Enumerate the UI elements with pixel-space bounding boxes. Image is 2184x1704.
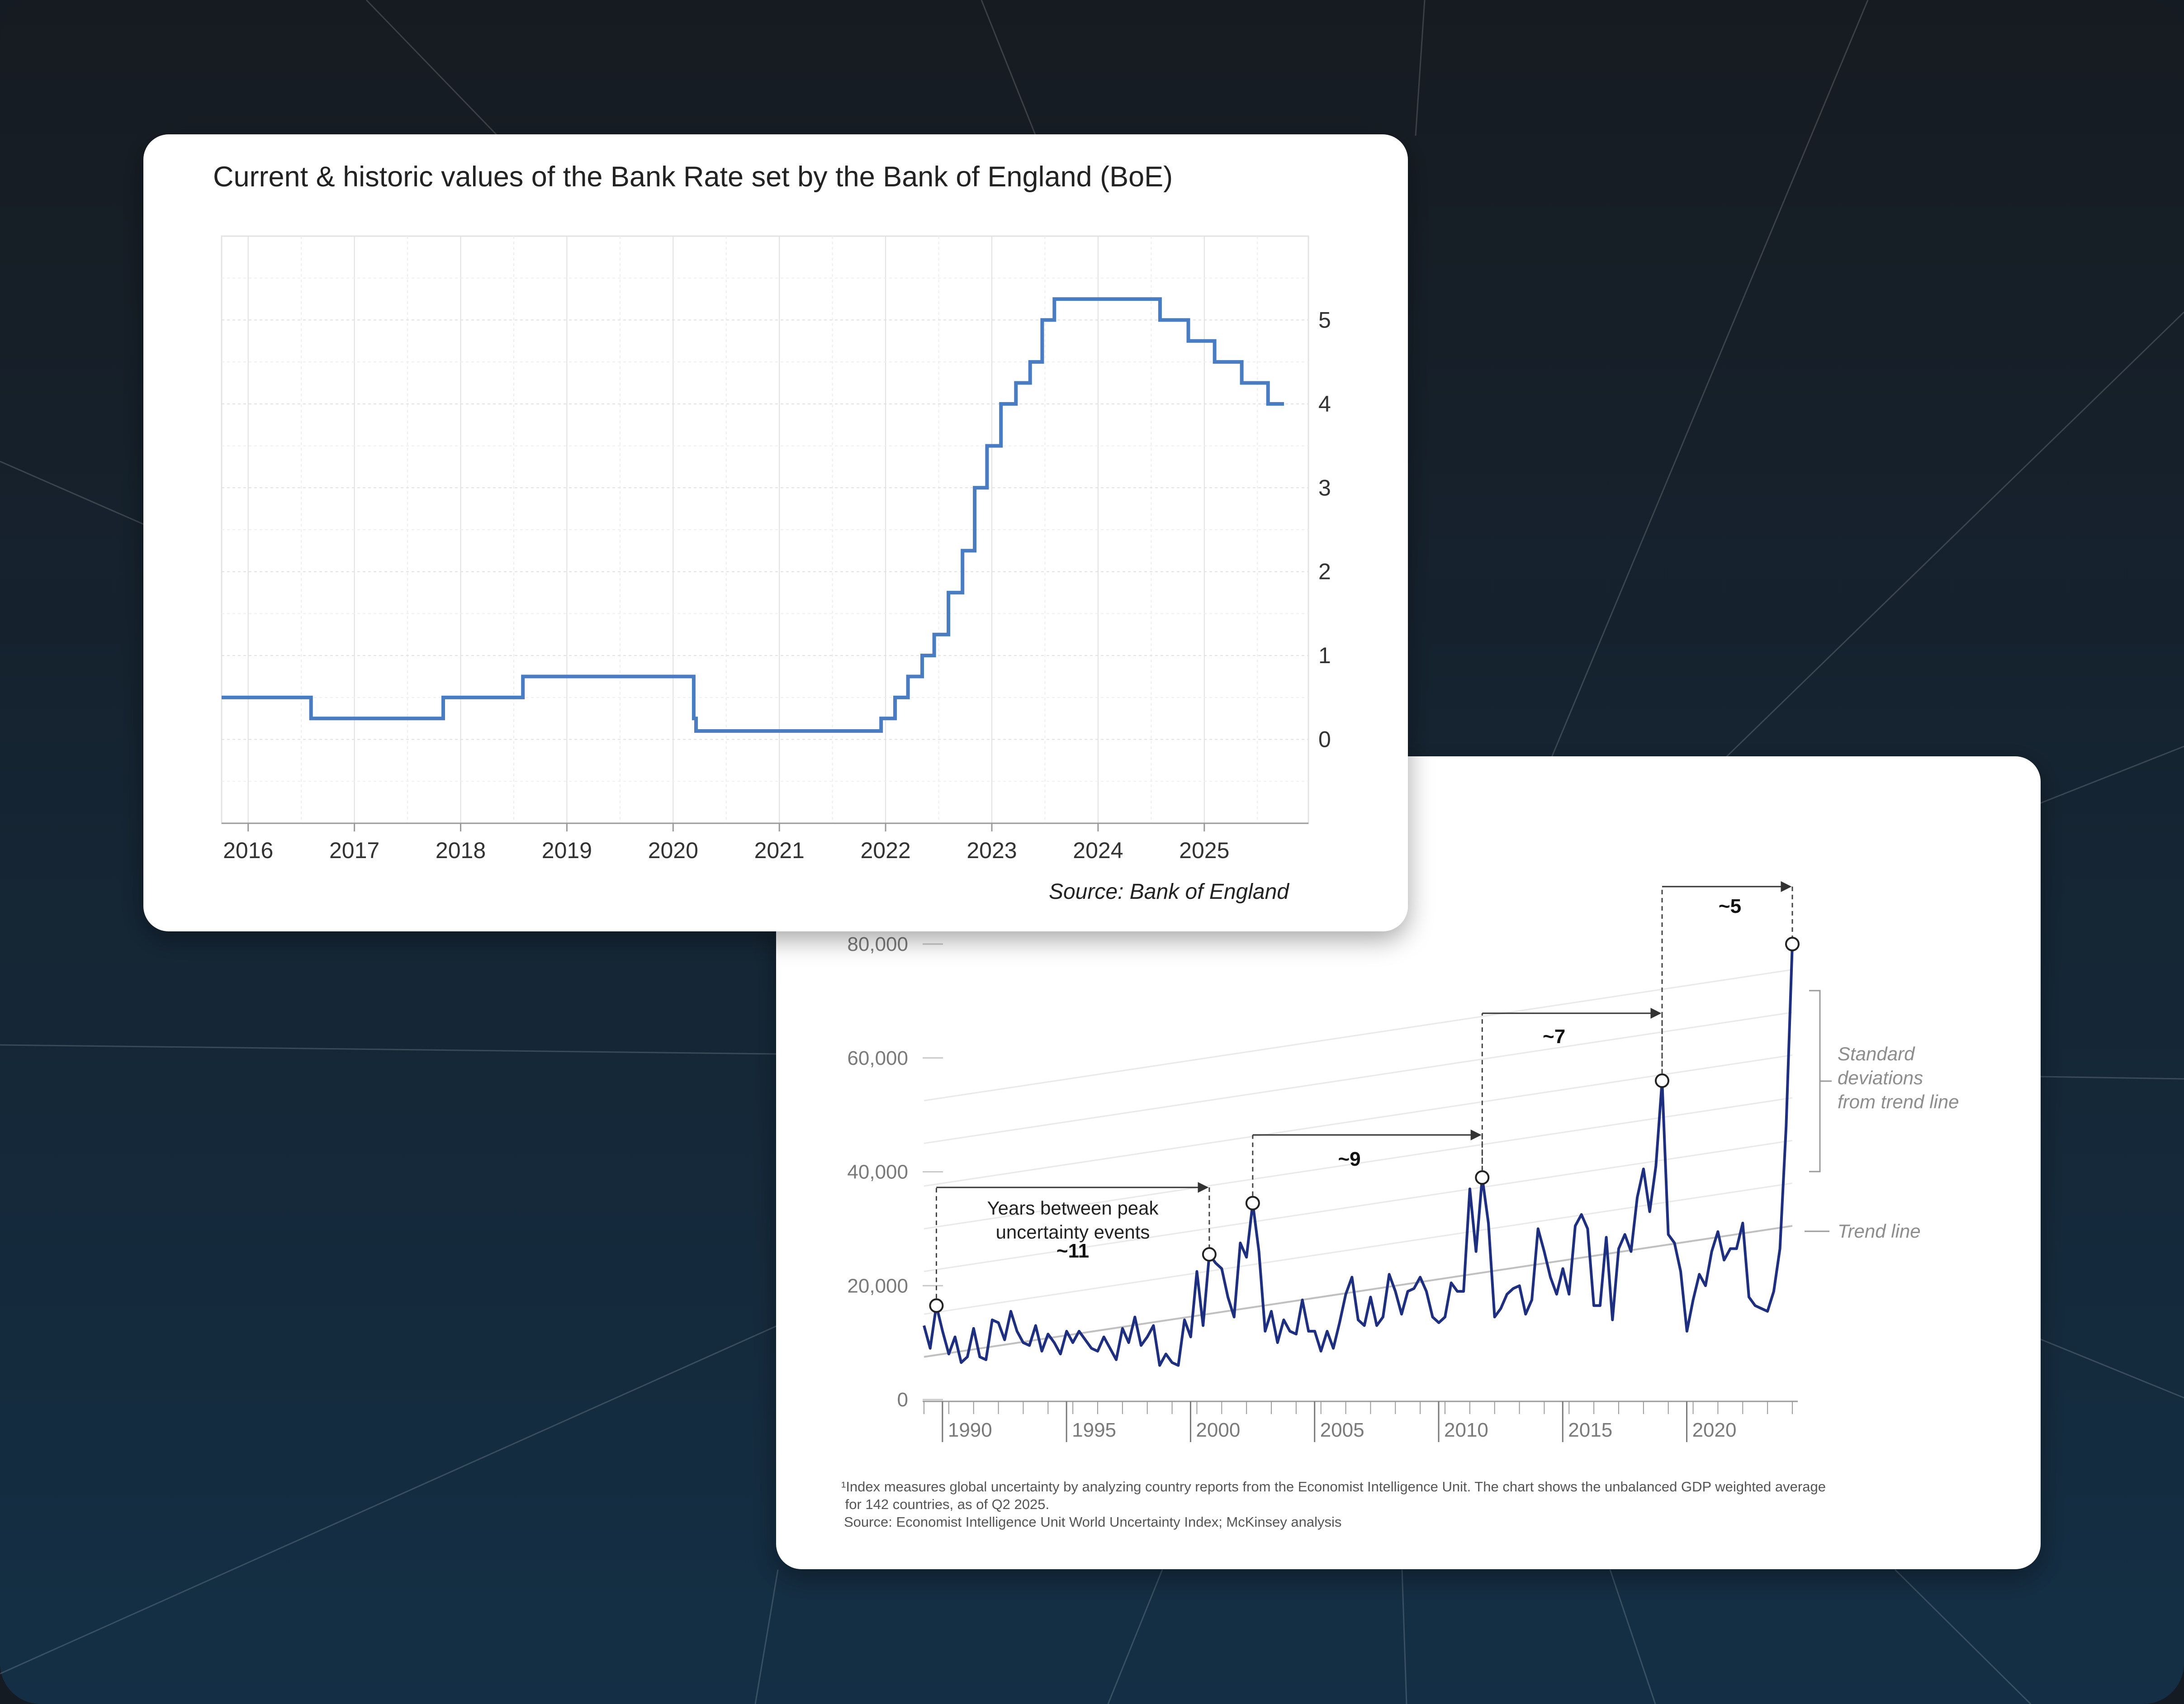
boe-y-tick-label: 3 <box>1318 475 1331 500</box>
boe-x-tick-label: 2017 <box>329 838 379 863</box>
annotation-years-line-2: uncertainty events <box>996 1221 1150 1243</box>
peak-gap-label: ~5 <box>1719 895 1741 917</box>
wui-x-tick-label: 1990 <box>948 1419 992 1441</box>
boe-bank-rate-line <box>222 297 1284 733</box>
boe-x-tick-label: 2019 <box>542 838 592 863</box>
boe-chart-title: Current & historic values of the Bank Ra… <box>213 161 1173 193</box>
boe-y-tick-label: 2 <box>1318 559 1331 584</box>
wui-peak-markers <box>929 937 1800 1313</box>
boe-x-tick-label: 2018 <box>436 838 486 863</box>
footnote-line-2: for 142 countries, as of Q2 2025. <box>841 1496 1049 1512</box>
wui-card-panel <box>776 756 2041 1569</box>
boe-y-ticks: 0 1 2 3 4 5 <box>1318 307 1331 752</box>
wui-series-line <box>923 944 1794 1367</box>
boe-source: Source: Bank of England <box>1049 880 1289 904</box>
boe-x-ticks: 2016 2017 2018 2019 2020 2021 2022 2023 2024 2025 <box>223 823 1229 863</box>
wui-card: 0 20,000 40,000 60,000 80,000 1990 1995 2000 200… <box>776 756 2041 1569</box>
wui-x-tick-label: 2020 <box>1692 1419 1737 1441</box>
wui-annotation-std-dev: Standard deviations from trend line <box>1838 1043 1959 1112</box>
std-dev-bracket <box>1809 990 1832 1172</box>
annotation-years-line-1: Years between peak <box>987 1197 1159 1219</box>
wui-y-tick-label: 0 <box>897 1389 908 1411</box>
std-dev-band-line <box>924 1139 1793 1272</box>
peak-marker <box>929 1298 944 1313</box>
std-dev-band-line <box>924 1011 1793 1144</box>
annotation-std-line-1: Standard <box>1838 1043 1915 1064</box>
boe-x-tick-label: 2024 <box>1073 838 1123 863</box>
wui-x-tick-label: 2015 <box>1568 1419 1612 1441</box>
peak-marker <box>1245 1196 1260 1210</box>
annotation-trend-line: Trend line <box>1838 1220 1921 1242</box>
boe-y-tick-label: 0 <box>1318 727 1331 752</box>
std-dev-band-line <box>924 1054 1793 1187</box>
boe-x-tick-label: 2025 <box>1179 838 1229 863</box>
wui-x-tick-label: 1995 <box>1072 1419 1116 1441</box>
peak-marker <box>1785 937 1800 951</box>
boe-x-tick-label: 2022 <box>860 838 910 863</box>
wui-y-tick-label: 20,000 <box>847 1275 908 1297</box>
peak-gap-label: ~9 <box>1338 1148 1360 1170</box>
wui-x-tick-label: 2000 <box>1196 1419 1240 1441</box>
boe-x-tick-label: 2023 <box>966 838 1017 863</box>
wui-x-tick-label: 2005 <box>1320 1419 1364 1441</box>
wui-axes: 0 20,000 40,000 60,000 80,000 1990 1995 2000 200… <box>847 933 1798 1442</box>
boe-card: Current & historic values of the Bank Ra… <box>143 134 1408 931</box>
peak-marker <box>1202 1247 1217 1262</box>
wui-footnote: ¹Index measures global uncertainty by an… <box>841 1479 1826 1530</box>
annotation-std-line-2: deviations <box>1838 1067 1923 1088</box>
boe-y-tick-label: 4 <box>1318 391 1331 417</box>
boe-x-tick-label: 2016 <box>223 838 273 863</box>
footnote-line-3: Source: Economist Intelligence Unit Worl… <box>844 1514 1341 1530</box>
wui-y-tick-label: 80,000 <box>847 933 908 955</box>
boe-card-panel <box>143 134 1408 931</box>
boe-y-tick-label: 1 <box>1318 643 1331 668</box>
annotation-std-line-3: from trend line <box>1838 1091 1959 1112</box>
std-dev-band-line <box>924 969 1793 1101</box>
wui-x-tick-label: 2010 <box>1444 1419 1488 1441</box>
wui-annotation-years-between: Years between peak uncertainty events <box>987 1197 1159 1243</box>
std-dev-band-line <box>924 1097 1793 1229</box>
boe-grid <box>221 235 1309 824</box>
peak-marker <box>1475 1170 1490 1185</box>
wui-peak-gaps: ~11 ~9 ~7 ~5 <box>935 881 1793 1299</box>
boe-x-tick-label: 2020 <box>648 838 698 863</box>
boe-x-tick-label: 2021 <box>754 838 805 863</box>
peak-gap-label: ~11 <box>1056 1240 1089 1262</box>
peak-marker <box>1655 1073 1669 1088</box>
peak-gap-label: ~7 <box>1543 1025 1565 1048</box>
footnote-line-1: ¹Index measures global uncertainty by an… <box>841 1479 1826 1495</box>
boe-y-tick-label: 5 <box>1318 307 1331 332</box>
wui-y-tick-label: 40,000 <box>847 1161 908 1183</box>
wui-y-tick-label: 60,000 <box>847 1047 908 1069</box>
